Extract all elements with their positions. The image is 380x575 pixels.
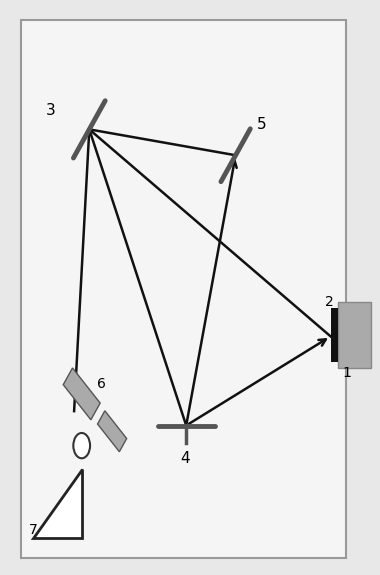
Circle shape xyxy=(73,433,90,458)
Polygon shape xyxy=(98,411,127,452)
Text: 7: 7 xyxy=(28,523,37,536)
Polygon shape xyxy=(33,469,82,538)
Text: 5: 5 xyxy=(256,117,266,132)
Bar xyxy=(331,308,338,362)
Text: 3: 3 xyxy=(46,103,55,118)
Text: 1: 1 xyxy=(342,366,351,380)
Bar xyxy=(338,302,370,368)
Polygon shape xyxy=(63,368,100,420)
FancyBboxPatch shape xyxy=(21,20,346,558)
Text: 2: 2 xyxy=(325,295,334,309)
Text: 4: 4 xyxy=(180,451,190,466)
Text: 6: 6 xyxy=(97,377,106,391)
